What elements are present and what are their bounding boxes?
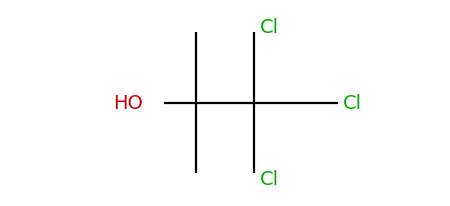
Text: Cl: Cl [260,18,279,37]
Text: Cl: Cl [343,94,362,112]
Text: HO: HO [113,94,143,112]
Text: Cl: Cl [260,169,279,188]
